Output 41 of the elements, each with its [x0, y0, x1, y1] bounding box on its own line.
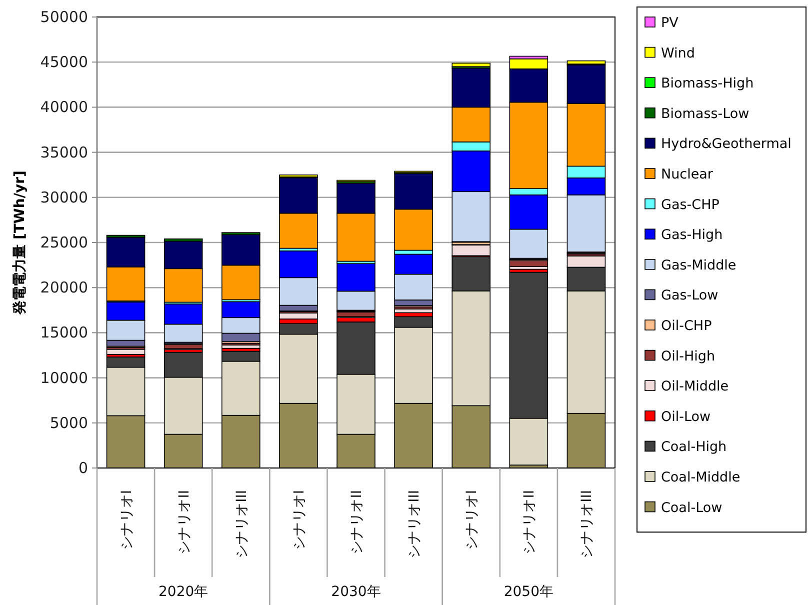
y-tick-label: 10000 — [40, 368, 88, 387]
x-tick-label: シナリオIII — [406, 490, 423, 558]
y-tick-label: 50000 — [40, 8, 88, 26]
text: 2050年 — [504, 584, 554, 600]
legend-label: Coal-High — [661, 439, 727, 456]
text: 2030年 — [331, 584, 381, 600]
legend-label: Biomass-Low — [661, 106, 750, 122]
y-tick-label: 30000 — [40, 188, 88, 206]
legend-label: Coal-Low — [661, 500, 722, 516]
x-tick-label: シナリオII — [522, 490, 538, 554]
legend-label: Oil-Middle — [661, 378, 729, 395]
legend-label: PV — [661, 15, 680, 31]
x-tick-label: シナリオI — [118, 490, 135, 550]
legend-label: Gas-CHP — [661, 196, 720, 213]
legend-label: Oil-High — [661, 348, 716, 364]
x-tick-label: シナリオIII — [579, 490, 596, 558]
y-tick-label: 5000 — [50, 414, 88, 432]
y-tick-label: 40000 — [40, 98, 88, 116]
x-tick-label: シナリオII — [176, 490, 192, 554]
y-tick-label: 25000 — [40, 234, 88, 252]
x-tick-label: シナリオII — [349, 490, 365, 554]
text: 2020年 — [158, 584, 208, 600]
legend-label: Oil-CHP — [661, 318, 712, 334]
legend-label: Hydro&Geothermal — [661, 136, 792, 152]
legend-label: Nuclear — [661, 166, 714, 182]
legend-label: Coal-Middle — [661, 470, 740, 486]
legend-label: Gas-High — [661, 227, 723, 244]
legend-label: Oil-Low — [661, 408, 711, 425]
x-tick-label: シナリオI — [464, 490, 480, 550]
legend-label: Biomass-High — [661, 76, 754, 92]
y-tick-label: 15000 — [40, 324, 88, 342]
y-tick-label: 0 — [78, 459, 88, 477]
legend-label: Gas-Middle — [661, 257, 736, 274]
y-axis-title: 発電電力量 [TWh/yr] — [12, 170, 28, 316]
y-tick-label: 20000 — [40, 278, 88, 297]
legend-label: Gas-Low — [661, 288, 718, 304]
x-tick-label: シナリオIII — [234, 490, 250, 558]
legend-label: Wind — [661, 45, 695, 62]
y-tick-label: 35000 — [40, 143, 88, 162]
x-tick-label: シナリオI — [291, 490, 308, 550]
y-tick-label: 45000 — [40, 53, 88, 72]
